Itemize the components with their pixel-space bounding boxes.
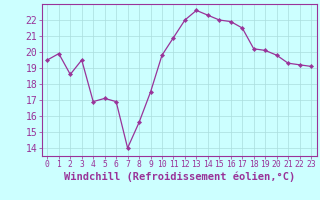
X-axis label: Windchill (Refroidissement éolien,°C): Windchill (Refroidissement éolien,°C) xyxy=(64,172,295,182)
